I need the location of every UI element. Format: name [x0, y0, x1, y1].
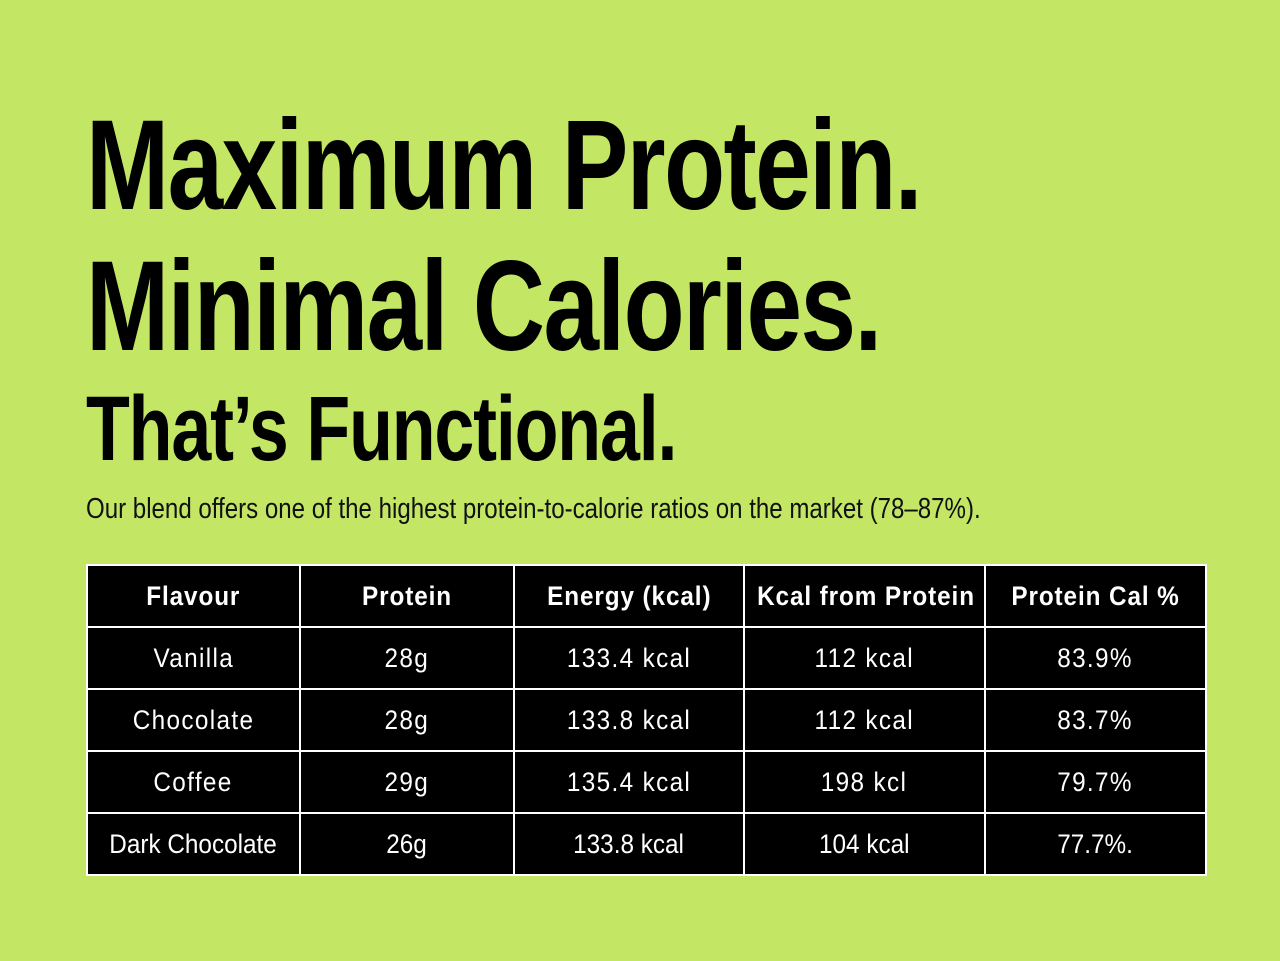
cell-flavour: Chocolate — [132, 704, 255, 735]
table-cell: 83.7% — [984, 688, 1207, 752]
subtitle: Our blend offers one of the highest prot… — [86, 493, 981, 525]
header-energy-label: Energy (kcal) — [546, 580, 712, 611]
table-row: Chocolate 28g 133.8 kcal 112 kcal 83.7% — [86, 688, 1207, 752]
header-protein: Protein — [299, 564, 515, 628]
cell-energy: 133.8 kcal — [573, 828, 685, 859]
cell-kcal-from-protein: 104 kcal — [819, 828, 910, 859]
cell-protein-cal-percent: 83.7% — [1057, 704, 1134, 735]
cell-protein-cal-percent: 83.9% — [1057, 642, 1134, 673]
table-cell: 28g — [299, 688, 515, 752]
cell-protein: 29g — [384, 766, 430, 797]
header-kcal-from-protein: Kcal from Protein — [743, 564, 986, 628]
cell-kcal-from-protein: 112 kcal — [814, 704, 915, 735]
table-header-row: Flavour Protein Energy (kcal) Kcal from … — [86, 564, 1207, 628]
table-cell: 104 kcal — [743, 812, 986, 876]
table-cell: 79.7% — [984, 750, 1207, 814]
header-protein-cal-percent: Protein Cal % — [984, 564, 1207, 628]
table-cell: Coffee — [86, 750, 301, 814]
table-cell: 112 kcal — [743, 626, 986, 690]
header-protein-label: Protein — [361, 580, 452, 611]
cell-energy: 135.4 kcal — [566, 766, 692, 797]
table-cell: 133.8 kcal — [513, 812, 745, 876]
table-cell: 28g — [299, 626, 515, 690]
table-cell: 133.8 kcal — [513, 688, 745, 752]
table-cell: 26g — [299, 812, 515, 876]
table-cell: 112 kcal — [743, 688, 986, 752]
cell-energy: 133.8 kcal — [566, 704, 692, 735]
header-flavour: Flavour — [86, 564, 301, 628]
header-energy: Energy (kcal) — [513, 564, 745, 628]
table-cell: 77.7%. — [984, 812, 1207, 876]
header-protein-cal-percent-label: Protein Cal % — [1011, 580, 1180, 611]
cell-energy: 133.4 kcal — [566, 642, 692, 673]
cell-protein-cal-percent: 79.7% — [1057, 766, 1134, 797]
table-row: Coffee 29g 135.4 kcal 198 kcl 79.7% — [86, 750, 1207, 814]
table-cell: 133.4 kcal — [513, 626, 745, 690]
cell-kcal-from-protein: 112 kcal — [814, 642, 915, 673]
headline-line-2: Minimal Calories. — [86, 235, 882, 378]
table-cell: 29g — [299, 750, 515, 814]
headline-line-1: Maximum Protein. — [86, 94, 923, 237]
cell-flavour: Coffee — [153, 766, 234, 797]
cell-kcal-from-protein: 198 kcl — [821, 766, 908, 797]
cell-protein: 28g — [384, 704, 430, 735]
table-cell: Chocolate — [86, 688, 301, 752]
table-row: Dark Chocolate 26g 133.8 kcal 104 kcal 7… — [86, 812, 1207, 876]
table-cell: Vanilla — [86, 626, 301, 690]
cell-protein: 26g — [386, 828, 428, 859]
table-cell: 135.4 kcal — [513, 750, 745, 814]
cell-flavour: Dark Chocolate — [109, 828, 278, 859]
header-kcal-from-protein-label: Kcal from Protein — [757, 580, 975, 611]
cell-protein-cal-percent: 77.7%. — [1057, 828, 1134, 859]
table-cell: Dark Chocolate — [86, 812, 301, 876]
table-row: Vanilla 28g 133.4 kcal 112 kcal 83.9% — [86, 626, 1207, 690]
table-cell: 83.9% — [984, 626, 1207, 690]
table-cell: 198 kcl — [743, 750, 986, 814]
nutrition-table: Flavour Protein Energy (kcal) Kcal from … — [86, 564, 1207, 876]
header-flavour-label: Flavour — [146, 580, 241, 611]
cell-flavour: Vanilla — [153, 642, 234, 673]
headline-line-3: That’s Functional. — [86, 378, 677, 480]
cell-protein: 28g — [384, 642, 430, 673]
